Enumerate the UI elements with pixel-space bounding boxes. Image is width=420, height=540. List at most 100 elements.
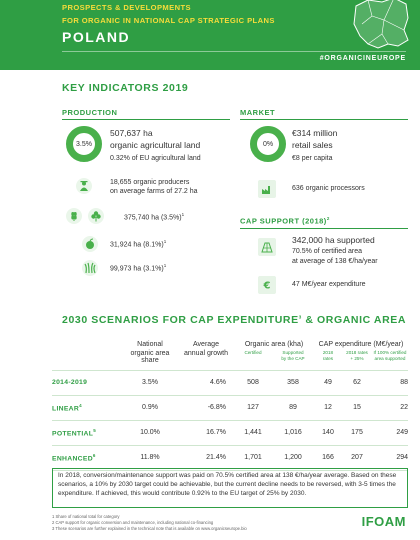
organic-area-value: 507,637 ha [110,128,153,138]
permanent-crops-value: 31,924 ha (8.1%) [110,241,164,249]
header-area-group: Organic area (kha) [244,340,304,348]
header-cap-group: CAP expenditure (M€/year) [318,340,404,348]
ifoam-logo: IFOAM [361,514,406,529]
header-plus25-1: 2018 rates [346,350,368,355]
production-rule [62,119,230,120]
retail-sales-value: €314 million [292,128,338,138]
footnote-ref: 5 [93,427,97,433]
euro-icon: € [258,276,276,294]
scenarios-title-part2: & ORGANIC AREA [301,314,407,326]
row-supported: 358 [287,379,299,386]
grass-icon [82,260,98,276]
production-share-donut: 3.5% [66,126,102,162]
table-row: ENHANCED6 11.8% 21.4% 1,701 1,200 166 20… [52,445,408,470]
header-share-2: organic area share [130,350,170,364]
clover-icon [88,208,104,224]
row-2018: 140 [322,429,334,436]
row-2018: 12 [324,404,332,411]
scenarios-table: National Average Organic area (kha) CAP … [52,338,408,471]
row-certified: 1,701 [244,454,262,461]
arable-crops-area: 375,740 ha (3.5%)1 [124,212,184,223]
table-header-row-2: organic area share annual growth Certifi… [52,350,408,364]
row-growth: -6.8% [207,404,226,411]
market-share-donut: 0% [250,126,286,162]
row-2018: 49 [324,379,332,386]
footnote-3: 3 These scenarios are further explained … [52,526,247,531]
cap-certified-share: 70.5% of certified area [292,248,363,255]
row-label: ENHANCED6 [52,445,122,470]
row-label: LINEAR4 [52,395,122,420]
cereal-icon [66,208,82,224]
row-full: 294 [396,454,408,461]
row-label-text: LINEAR [52,405,80,413]
market-title: MARKET [240,108,276,117]
header-full-2: area supported [374,355,406,361]
row-certified: 1,441 [244,429,262,436]
header-growth-1: Average [193,340,219,348]
header-line2: FOR ORGANIC IN NATIONAL CAP STRATEGIC PL… [62,16,275,25]
permanent-crops-area: 31,924 ha (8.1%)1 [110,239,166,250]
row-growth: 21.4% [206,454,226,461]
cap-supported-area: 342,000 ha supported [292,235,375,245]
footnote-ref: 4 [79,402,82,408]
processors-text: 636 organic processors [292,185,365,192]
row-certified: 127 [247,404,259,411]
table-row: POTENTIAL5 10.0% 16.7% 1,441 1,016 140 1… [52,420,408,445]
market-share-value: 0% [262,140,274,148]
row-label-text: ENHANCED [52,455,93,463]
footnote-2: 2 CAP support for organic conversion and… [52,520,214,525]
production-share-value: 3.5% [76,140,92,148]
row-share: 3.5% [142,379,158,386]
header-line1: PROSPECTS & DEVELOPMENTS [62,3,192,12]
market-rule [240,119,408,120]
cap-support-title: CAP SUPPORT (2018)2 [240,216,330,226]
farmer-icon [76,178,92,194]
cap-expenditure: 47 M€/year expenditure [292,281,366,288]
row-share: 0.9% [142,404,158,411]
row-share: 10.0% [140,429,160,436]
header-divider [62,51,406,52]
footnote-ref: 6 [92,452,96,458]
summary-box: In 2018, conversion/maintenance support … [52,468,408,508]
row-growth: 4.6% [210,379,226,386]
per-capita-text: €8 per capita [292,155,333,162]
scenarios-title: 2030 SCENARIOS FOR CAP EXPENDITURE3 & OR… [62,314,406,326]
grassland-value: 99,973 ha (3.1%) [110,265,164,273]
retail-sales-label: retail sales [292,140,333,150]
header-2018-rates: 2018 rates [314,350,342,364]
footnote-1: 1 Share of national total for category [52,514,120,519]
row-supported: 1,200 [284,454,302,461]
svg-text:€: € [263,281,271,292]
table-row: 2014-2019 3.5% 4.6% 508 358 49 62 88 [52,370,408,395]
arable-crops-value: 375,740 ha (3.5%) [124,214,182,222]
row-plus25: 15 [353,404,361,411]
footnote-ref: 3 [298,314,302,320]
header-2018-2: rates [322,355,334,361]
cap-support-title-text: CAP SUPPORT (2018) [240,216,327,226]
header-share-1: National [137,340,163,348]
country-title: POLAND [62,29,131,45]
eu-share-text: 0.32% of EU agricultural land [110,155,201,162]
producers-line1: 18,655 organic producers [110,179,190,186]
row-full: 249 [396,429,408,436]
row-share: 11.8% [140,454,160,461]
header-full-support: If 100% certified area supported [372,350,408,364]
header-plus25: 2018 rates + 25% [342,350,372,364]
footnote-ref: 2 [326,216,330,221]
header-growth-2: annual growth [184,350,228,357]
fruit-icon [82,236,98,252]
row-label: 2014-2019 [52,370,122,395]
header-certified: Certified [244,350,262,355]
footnote-ref: 1 [163,239,167,244]
row-full: 22 [400,404,408,411]
row-plus25: 62 [353,379,361,386]
row-growth: 16.7% [206,429,226,436]
row-2018: 166 [322,454,334,461]
producers-line2: on average farms of 27.2 ha [110,188,198,195]
row-plus25: 175 [351,429,363,436]
scenarios-title-part1: 2030 SCENARIOS FOR CAP EXPENDITURE [62,314,299,326]
hashtag-label: #ORGANICINEUROPE [319,55,406,62]
factory-icon [258,180,276,198]
organic-area-label: organic agricultural land [110,140,201,150]
row-supported: 1,016 [284,429,302,436]
